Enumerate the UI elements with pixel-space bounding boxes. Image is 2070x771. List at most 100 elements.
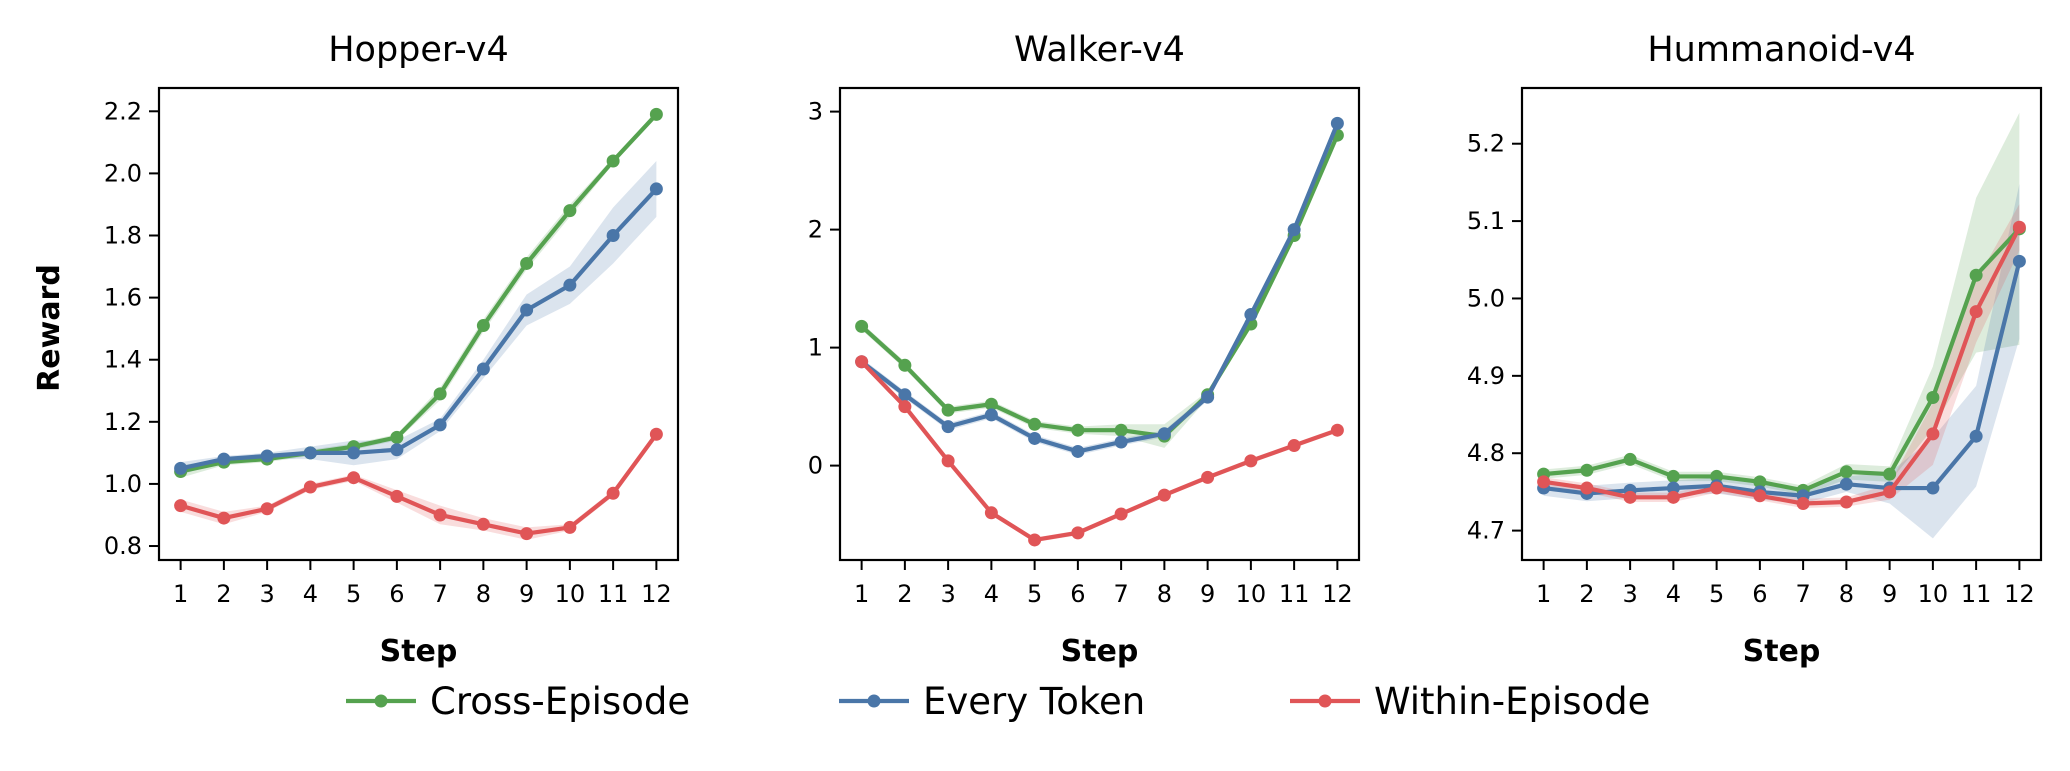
- legend-item-within-episode: Within-Episode: [1290, 680, 1650, 723]
- point-every-token: [1839, 477, 1853, 491]
- panel-title: Walker-v4: [1014, 30, 1185, 70]
- point-within-episode: [855, 355, 869, 369]
- x-tick-label: 12: [2004, 580, 2035, 608]
- point-cross-episode: [1580, 463, 1594, 477]
- legend-item-cross-episode: Cross-Episode: [346, 680, 690, 723]
- x-tick-label: 12: [1322, 580, 1353, 608]
- point-every-token: [260, 449, 274, 463]
- point-every-token: [303, 446, 317, 460]
- line-within-episode: [180, 432, 659, 536]
- x-tick-label: 1: [1536, 580, 1551, 608]
- line-within-episode: [1543, 226, 2022, 506]
- point-every-token: [217, 452, 231, 466]
- point-within-episode: [217, 511, 231, 525]
- point-within-episode: [174, 499, 188, 513]
- point-every-token: [1244, 308, 1258, 322]
- x-tick-label: 10: [1918, 580, 1949, 608]
- y-axis-label: Reward: [32, 264, 67, 392]
- point-within-episode: [606, 486, 620, 500]
- point-every-token: [433, 418, 447, 432]
- x-tick-label: 8: [1157, 580, 1172, 608]
- point-cross-episode: [855, 319, 869, 333]
- point-within-episode: [1114, 507, 1128, 521]
- y-tick-label: 2.0: [104, 159, 142, 187]
- point-within-episode: [1537, 475, 1551, 489]
- point-every-token: [1969, 429, 1983, 443]
- point-within-episode: [1287, 439, 1301, 453]
- panel-hopper-v4: Hopper-v41 2 3 4 5 6 7 8 9 10 11 120.81.01.21.41.61…: [104, 30, 680, 669]
- x-tick-label: 3: [940, 580, 955, 608]
- x-tick-label: 5: [346, 580, 361, 608]
- point-cross-episode: [520, 256, 534, 270]
- axes-frame: [1520, 86, 2043, 562]
- x-tick-label: 2: [1579, 580, 1594, 608]
- band-within-episode: [180, 431, 657, 540]
- point-every-token: [606, 229, 620, 242]
- line-every-token: [180, 187, 658, 471]
- x-tick-label: 11: [1961, 580, 1992, 608]
- point-within-episode: [1710, 481, 1724, 495]
- y-tick-label: 1: [808, 334, 823, 362]
- point-cross-episode: [476, 319, 490, 333]
- point-every-token: [174, 461, 188, 475]
- point-every-token: [1926, 481, 1940, 495]
- y-tick-label: 4.8: [1467, 439, 1505, 467]
- point-cross-episode: [433, 387, 447, 401]
- x-tick-label: 5: [1027, 580, 1042, 608]
- point-cross-episode: [1114, 423, 1128, 437]
- point-within-episode: [520, 527, 534, 541]
- x-tick-label: 9: [519, 580, 534, 608]
- x-tick-label: 1: [173, 580, 188, 608]
- x-tick-label: 8: [476, 580, 491, 608]
- point-every-token: [347, 446, 361, 460]
- point-within-episode: [1666, 490, 1680, 504]
- point-every-token: [1666, 481, 1680, 495]
- band-cross-episode: [180, 111, 657, 478]
- point-cross-episode: [1623, 452, 1637, 466]
- axes-frame: [838, 86, 1361, 562]
- legend-marker: [1318, 694, 1332, 708]
- y-tick-label: 1.6: [104, 284, 142, 312]
- y-tick-label: 2.2: [104, 97, 142, 125]
- legend-label: Cross-Episode: [430, 680, 690, 723]
- y-tick-label: 3: [808, 98, 823, 126]
- point-every-token: [941, 420, 955, 434]
- point-every-token: [1071, 444, 1085, 458]
- x-tick-label: 2: [897, 580, 912, 608]
- point-within-episode: [1839, 495, 1853, 509]
- point-every-token: [898, 388, 912, 402]
- line-cross-episode: [180, 112, 658, 474]
- point-cross-episode: [1666, 469, 1680, 483]
- point-every-token: [1201, 390, 1215, 404]
- point-cross-episode: [984, 397, 998, 411]
- x-tick-label: 7: [1113, 580, 1128, 608]
- x-tick-label: 3: [1622, 580, 1637, 608]
- y-tick-label: 0.8: [104, 532, 142, 560]
- line-within-episode: [860, 360, 1339, 543]
- y-tick-label: 5.0: [1467, 284, 1505, 312]
- point-within-episode: [1753, 489, 1767, 503]
- point-cross-episode: [649, 107, 663, 121]
- panel-title: Hopper-v4: [328, 30, 509, 70]
- point-within-episode: [1157, 488, 1171, 502]
- y-tick-label: 5.2: [1467, 130, 1505, 158]
- point-within-episode: [1330, 423, 1344, 437]
- point-every-token: [1287, 223, 1301, 237]
- panel-hummanoid-v4: Hummanoid-v41 2 3 4 5 6 7 8 9 10 11 124.74.84.95.05…: [1467, 30, 2043, 669]
- point-within-episode: [2012, 220, 2026, 234]
- point-every-token: [476, 362, 490, 376]
- point-cross-episode: [1839, 465, 1853, 479]
- legend-marker: [867, 694, 881, 708]
- point-within-episode: [941, 454, 955, 468]
- y-tick-label: 0: [808, 452, 823, 480]
- x-tick-label: 6: [1752, 580, 1767, 608]
- y-tick-label: 5.1: [1467, 207, 1505, 235]
- x-tick-label: 9: [1882, 580, 1897, 608]
- point-cross-episode: [606, 154, 620, 168]
- point-within-episode: [1926, 427, 1940, 441]
- point-within-episode: [898, 400, 912, 414]
- point-within-episode: [347, 471, 361, 485]
- point-within-episode: [303, 480, 317, 494]
- point-within-episode: [563, 520, 577, 534]
